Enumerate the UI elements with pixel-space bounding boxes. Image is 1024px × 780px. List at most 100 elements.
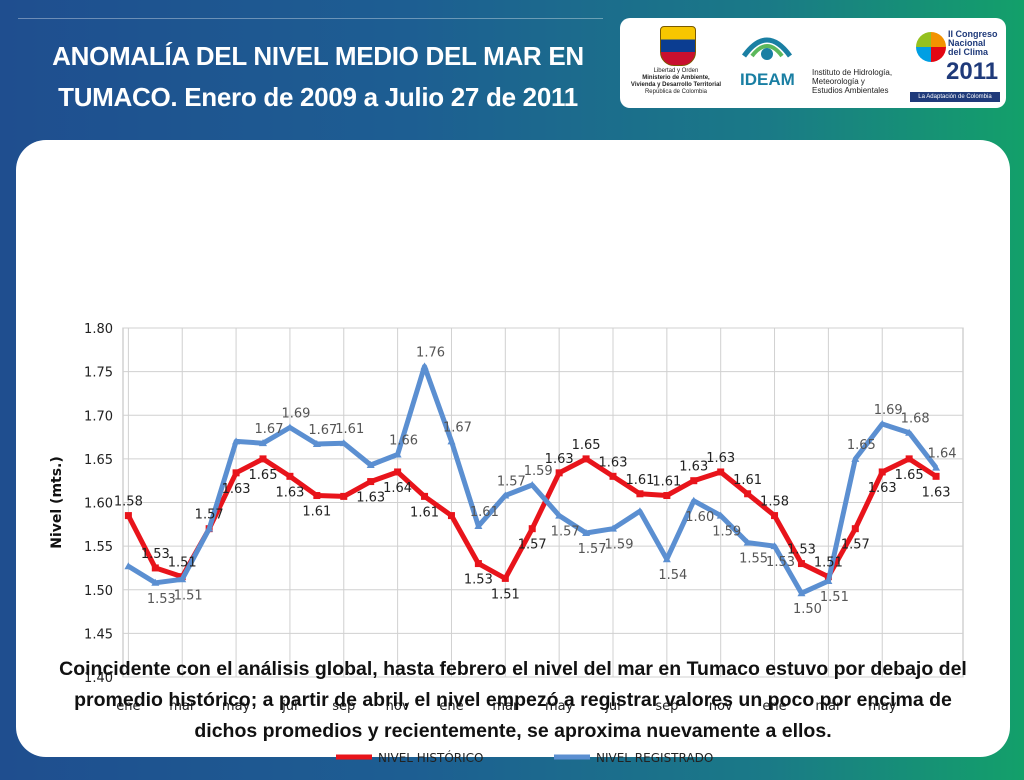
y-tick-label: 1.75 bbox=[84, 366, 113, 381]
data-label-historico: 1.53 bbox=[141, 547, 170, 562]
data-label-historico: 1.57 bbox=[195, 508, 224, 523]
data-label-registrado: 1.76 bbox=[416, 345, 445, 360]
data-label-registrado: 1.51 bbox=[820, 590, 849, 605]
data-label-registrado: 1.57 bbox=[497, 475, 526, 490]
data-point-registrado bbox=[689, 496, 698, 504]
legend-label-registrado: NIVEL REGISTRADO bbox=[596, 751, 713, 765]
data-label-historico: 1.63 bbox=[222, 482, 251, 497]
data-label-historico: 1.53 bbox=[787, 543, 816, 558]
data-label-historico: 1.63 bbox=[356, 491, 385, 506]
data-point-registrado bbox=[339, 439, 348, 447]
data-point-registrado bbox=[232, 437, 241, 445]
data-point-historico bbox=[474, 560, 482, 568]
data-point-registrado bbox=[151, 578, 160, 586]
data-point-historico bbox=[663, 492, 671, 500]
y-axis-label: Nivel (mts.) bbox=[49, 456, 65, 549]
data-label-historico: 1.65 bbox=[572, 438, 601, 453]
data-label-historico: 1.61 bbox=[733, 473, 762, 488]
data-point-historico bbox=[690, 477, 698, 485]
data-label-registrado: 1.50 bbox=[793, 602, 822, 617]
ministry-text: Libertad y Orden Ministerio de Ambiente,… bbox=[626, 68, 726, 96]
x-tick-label: may bbox=[545, 699, 574, 714]
ministry-line-4: República de Colombia bbox=[644, 89, 708, 95]
ideam-description: Instituto de Hidrología, Meteorología y … bbox=[812, 68, 896, 95]
data-point-historico bbox=[421, 492, 429, 500]
congreso-clima-icon bbox=[916, 32, 946, 62]
data-label-historico: 1.61 bbox=[410, 505, 439, 520]
x-tick-label: nov bbox=[386, 699, 410, 714]
data-point-historico bbox=[286, 472, 294, 480]
data-label-registrado: 1.67 bbox=[255, 422, 284, 437]
data-point-historico bbox=[797, 560, 805, 568]
data-point-registrado bbox=[824, 577, 833, 585]
ministry-line-2: Ministerio de Ambiente, bbox=[642, 75, 710, 81]
data-point-registrado bbox=[797, 589, 806, 597]
ideam-desc-1: Instituto de Hidrología, bbox=[812, 68, 893, 77]
data-point-registrado bbox=[124, 562, 133, 570]
data-label-registrado: 1.59 bbox=[712, 525, 741, 540]
data-label-registrado: 1.57 bbox=[551, 525, 580, 540]
data-label-historico: 1.58 bbox=[114, 495, 143, 510]
data-point-historico bbox=[528, 525, 536, 533]
data-label-registrado: 1.64 bbox=[928, 447, 957, 462]
data-label-historico: 1.57 bbox=[518, 538, 547, 553]
congress-line-3: del Clima bbox=[948, 47, 989, 57]
data-point-registrado bbox=[743, 538, 752, 546]
data-point-registrado bbox=[285, 423, 294, 431]
data-point-historico bbox=[744, 490, 752, 498]
data-point-registrado bbox=[420, 362, 429, 370]
data-label-historico: 1.63 bbox=[599, 455, 628, 470]
data-point-registrado bbox=[905, 428, 914, 436]
data-point-registrado bbox=[366, 460, 375, 468]
data-point-historico bbox=[878, 468, 886, 476]
data-point-registrado bbox=[474, 522, 483, 530]
data-point-registrado bbox=[716, 511, 725, 519]
y-tick-label: 1.55 bbox=[84, 540, 113, 555]
data-label-registrado: 1.57 bbox=[578, 542, 607, 557]
data-label-registrado: 1.59 bbox=[524, 464, 553, 479]
data-point-registrado bbox=[178, 575, 187, 583]
data-label-registrado: 1.65 bbox=[847, 438, 876, 453]
data-label-registrado: 1.55 bbox=[739, 552, 768, 567]
data-point-historico bbox=[501, 574, 509, 582]
x-tick-label: mar bbox=[815, 699, 842, 714]
x-tick-label: sep bbox=[655, 699, 678, 714]
data-point-registrado bbox=[582, 529, 591, 537]
data-point-registrado bbox=[609, 524, 617, 532]
x-tick-label: sep bbox=[332, 699, 355, 714]
data-label-historico: 1.53 bbox=[464, 573, 493, 588]
ideam-eye-icon bbox=[741, 37, 793, 60]
congress-line-1: II Congreso bbox=[948, 29, 998, 39]
data-label-registrado: 1.51 bbox=[174, 588, 203, 603]
x-tick-label: mar bbox=[169, 699, 196, 714]
data-label-historico: 1.63 bbox=[922, 485, 951, 500]
data-label-registrado: 1.54 bbox=[658, 568, 687, 583]
y-tick-label: 1.45 bbox=[84, 627, 113, 642]
x-tick-label: may bbox=[868, 699, 897, 714]
y-tick-label: 1.65 bbox=[84, 453, 113, 468]
y-tick-label: 1.80 bbox=[84, 322, 113, 337]
data-label-registrado: 1.69 bbox=[874, 403, 903, 418]
data-point-historico bbox=[582, 455, 590, 463]
data-label-historico: 1.58 bbox=[760, 495, 789, 510]
data-label-registrado: 1.53 bbox=[147, 592, 176, 607]
data-point-historico bbox=[447, 512, 455, 520]
data-point-registrado bbox=[501, 491, 510, 499]
content-panel: 1.40 1.45 1.50 1.55 1.60 1.65 1.70 1.75 1.80 ene m… bbox=[16, 140, 1010, 765]
data-label-registrado: 1.59 bbox=[605, 538, 634, 553]
data-point-historico bbox=[232, 469, 240, 477]
data-label-historico: 1.63 bbox=[275, 485, 304, 500]
data-label-registrado: 1.67 bbox=[443, 420, 472, 435]
x-tick-label: nov bbox=[709, 699, 733, 714]
data-point-historico bbox=[151, 564, 159, 572]
data-point-registrado bbox=[770, 542, 779, 550]
data-point-historico bbox=[313, 492, 321, 500]
data-label-historico: 1.65 bbox=[895, 468, 924, 483]
data-label-registrado: 1.68 bbox=[901, 412, 930, 427]
y-tick-label: 1.40 bbox=[84, 671, 113, 686]
title-line-1: ANOMALÍA DEL NIVEL MEDIO DEL MAR EN bbox=[52, 41, 584, 71]
ministry-line-3: Vivienda y Desarrollo Territorial bbox=[630, 82, 722, 88]
x-tick-label: ene bbox=[762, 699, 786, 714]
slide-title: ANOMALÍA DEL NIVEL MEDIO DEL MAR EN TUMA… bbox=[18, 36, 618, 118]
data-point-historico bbox=[367, 478, 375, 486]
